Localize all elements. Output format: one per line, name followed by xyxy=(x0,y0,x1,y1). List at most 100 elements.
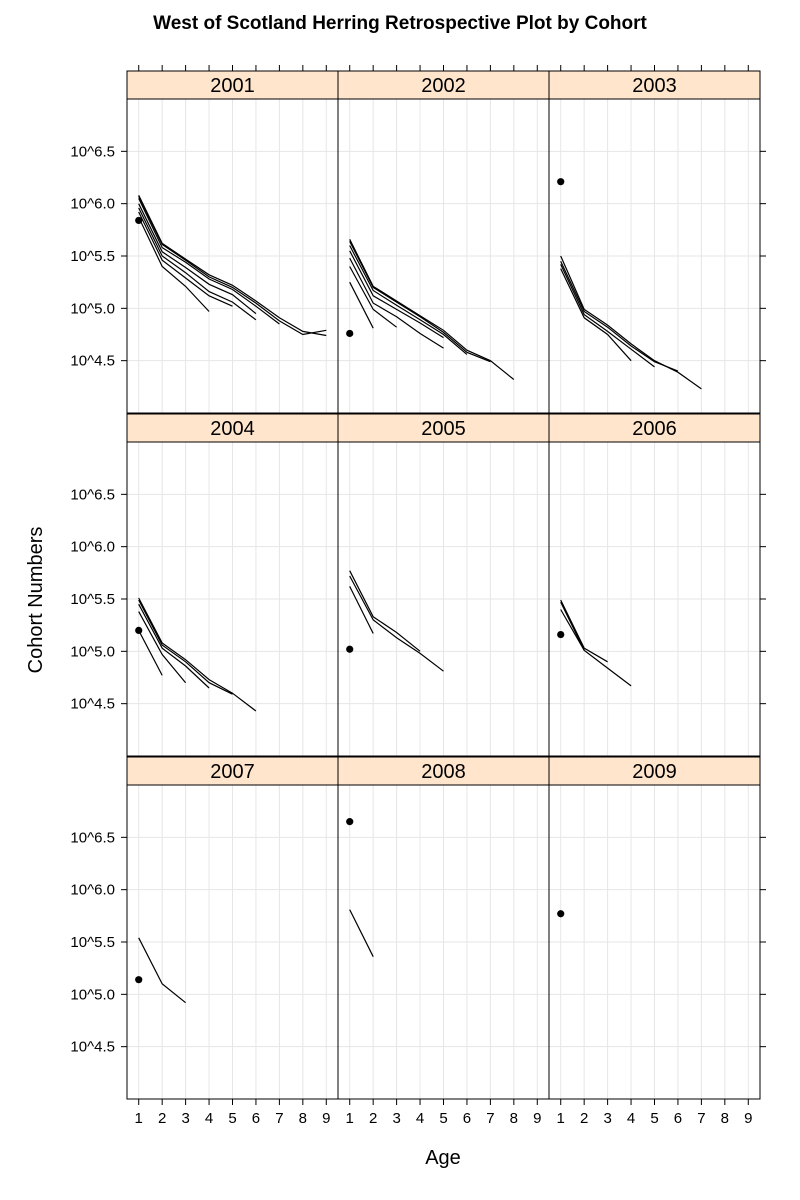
retrospective-line-3 xyxy=(560,609,585,651)
panel-grid xyxy=(127,785,338,1099)
y-tick-label: 10^5.0 xyxy=(70,300,115,317)
retrospective-line-2 xyxy=(138,599,233,695)
x-tick-label: 9 xyxy=(322,1110,330,1127)
cohort-point xyxy=(557,910,565,918)
panel-strip xyxy=(548,413,761,443)
cohort-point xyxy=(135,976,143,984)
retrospective-line-1 xyxy=(349,570,421,652)
panel-strip xyxy=(337,756,550,786)
y-tick-label: 10^4.5 xyxy=(70,353,115,370)
retrospective-line-1 xyxy=(560,255,702,390)
retrospective-line-3 xyxy=(560,264,655,368)
panel-grid xyxy=(549,442,760,756)
y-tick-label: 10^4.5 xyxy=(70,696,115,713)
x-tick-label: 8 xyxy=(299,1110,307,1127)
panel-2002: 2002 xyxy=(337,65,550,414)
retrospective-line-2 xyxy=(560,601,632,687)
cohort-point xyxy=(557,630,565,639)
x-tick-label: 9 xyxy=(533,1110,541,1127)
cohort-point xyxy=(346,329,354,338)
x-axis-title: Age xyxy=(425,1147,461,1169)
panel-2003: 2003 xyxy=(548,65,766,414)
panel-strip xyxy=(126,756,339,786)
retrospective-line-1 xyxy=(138,195,327,337)
retrospective-line-4 xyxy=(138,611,187,684)
retrospective-line-5 xyxy=(138,630,163,676)
x-tick-label: 4 xyxy=(627,1110,635,1127)
panel-2005: 2005 xyxy=(337,413,550,757)
retrospective-line-4 xyxy=(349,250,444,339)
panel-grid xyxy=(338,785,549,1099)
panel-grid xyxy=(127,442,338,756)
retrospective-line-3 xyxy=(349,245,468,355)
retrospective-line-1 xyxy=(138,937,186,1004)
retrospective-line-6 xyxy=(138,211,233,307)
y-tick-label: 10^4.5 xyxy=(70,1039,115,1056)
retrospective-line-1 xyxy=(349,909,374,957)
panel-grid xyxy=(338,99,549,413)
panel-grid xyxy=(127,99,338,413)
x-tick-label: 2 xyxy=(580,1110,588,1127)
x-tick-label: 7 xyxy=(275,1110,283,1127)
y-tick-label: 10^5.0 xyxy=(70,643,115,660)
x-tick-label: 7 xyxy=(486,1110,494,1127)
x-tick-label: 2 xyxy=(158,1110,166,1127)
x-tick-label: 5 xyxy=(228,1110,236,1127)
x-tick-label: 7 xyxy=(697,1110,705,1127)
y-tick-label: 10^6.5 xyxy=(70,829,115,846)
cohort-point xyxy=(346,645,354,653)
y-tick-label: 10^6.5 xyxy=(70,143,115,160)
retrospective-line-7 xyxy=(138,217,210,312)
x-tick-label: 5 xyxy=(439,1110,447,1127)
panel-2001: 2001 10^4.5 10^5.0 10^5.5 10^6.0 10^6.5 xyxy=(70,65,339,414)
x-tick-label: 4 xyxy=(416,1110,424,1127)
y-tick-label: 10^6.0 xyxy=(70,882,115,899)
panel-strip xyxy=(548,756,761,786)
retrospective-line-3 xyxy=(349,586,374,634)
y-tick-label: 10^6.5 xyxy=(70,486,115,503)
y-tick-label: 10^6.0 xyxy=(70,539,115,556)
cohort-point xyxy=(135,626,143,635)
retrospective-line-2 xyxy=(138,196,327,336)
x-tick-label: 9 xyxy=(744,1110,752,1127)
x-tick-label: 1 xyxy=(135,1110,143,1127)
x-tick-label: 8 xyxy=(721,1110,729,1127)
x-tick-label: 3 xyxy=(181,1110,189,1127)
panel-strip xyxy=(126,70,339,100)
panel-strip xyxy=(548,70,761,100)
x-tick-label: 3 xyxy=(603,1110,611,1127)
panel-grid xyxy=(549,99,760,413)
cohort-point xyxy=(346,818,354,826)
y-axis-title: Cohort Numbers xyxy=(25,527,47,674)
panel-strip-label: 2001 xyxy=(210,75,255,97)
y-tick-label: 10^5.5 xyxy=(70,934,115,951)
retrospective-line-4 xyxy=(138,203,257,315)
y-tick-label: 10^5.5 xyxy=(70,591,115,608)
cohort-point xyxy=(135,216,143,225)
retrospective-line-3 xyxy=(138,198,280,325)
x-tick-label: 6 xyxy=(674,1110,682,1127)
panels-layer: 2001 10^4.5 10^5.0 10^5.5 10^6.0 10^6.5 2002 20… xyxy=(70,65,766,1127)
retrospective-line-6 xyxy=(349,266,397,328)
y-tick-label: 10^5.0 xyxy=(70,986,115,1003)
y-tick-label: 10^5.5 xyxy=(70,248,115,265)
x-tick-label: 8 xyxy=(510,1110,518,1127)
retrospective-line-7 xyxy=(349,281,374,329)
x-tick-label: 4 xyxy=(205,1110,213,1127)
panel-strip-label: 2005 xyxy=(421,418,466,440)
retrospective-line-1 xyxy=(560,599,608,663)
x-tick-label: 6 xyxy=(252,1110,260,1127)
panel-strip-label: 2003 xyxy=(632,75,677,97)
retrospective-line-1 xyxy=(138,597,257,712)
panel-strip xyxy=(337,70,550,100)
panel-2006: 2006 xyxy=(548,413,766,757)
panel-grid xyxy=(338,442,549,756)
panel-2007: 2007 10^4.5 10^5.0 10^5.5 10^6.0 10^6.5 1 2 3 4 5 6… xyxy=(70,756,339,1127)
panel-strip-label: 2008 xyxy=(421,761,466,783)
x-tick-label: 1 xyxy=(557,1110,565,1127)
panel-strip-label: 2007 xyxy=(210,761,255,783)
retrospective-line-4 xyxy=(560,268,632,362)
x-tick-label: 2 xyxy=(369,1110,377,1127)
panel-2008: 2008 1 2 3 4 5 6 7 8 9 xyxy=(337,756,550,1127)
